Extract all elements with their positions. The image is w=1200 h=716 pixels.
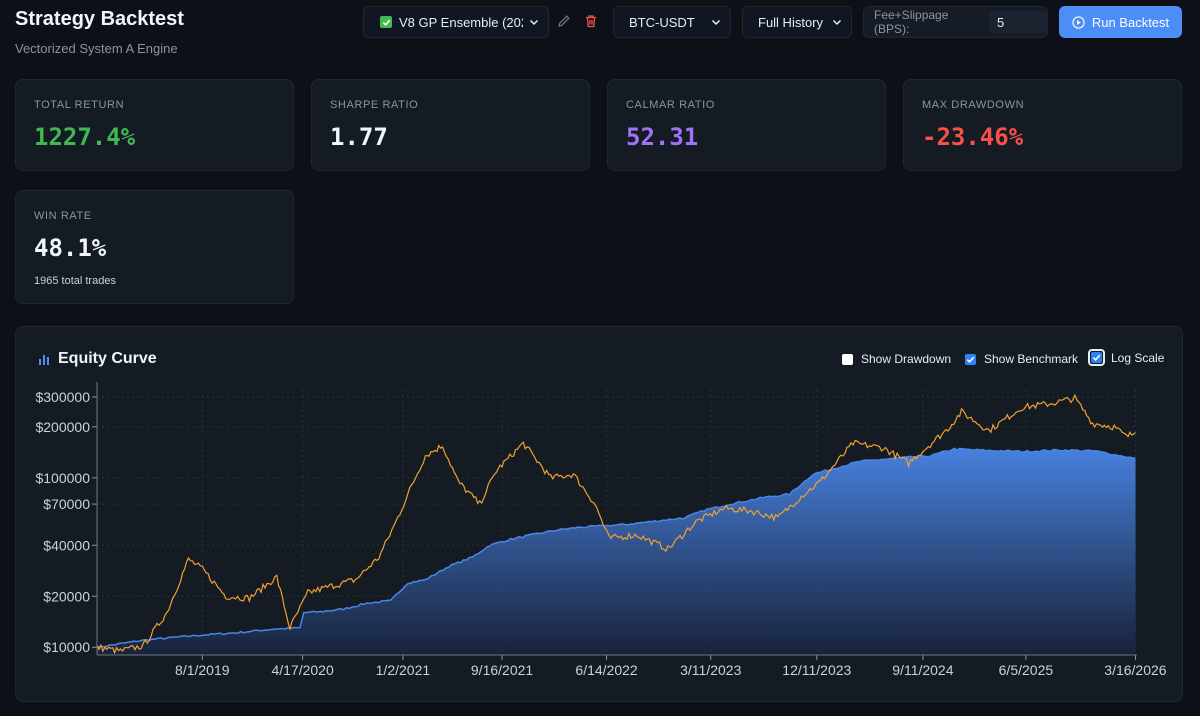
trash-icon[interactable] <box>583 13 599 29</box>
stat-label: MAX DRAWDOWN <box>922 99 1025 111</box>
chevron-down-icon <box>529 19 539 26</box>
checkbox-checked-icon <box>965 353 976 365</box>
stat-card-calmar-ratio: CALMAR RATIO 52.31 <box>607 79 886 171</box>
strategy-equity-line <box>96 447 1136 649</box>
pair-select[interactable]: BTC-USDT <box>613 6 731 38</box>
run-backtest-button[interactable]: Run Backtest <box>1059 6 1182 38</box>
x-tick-label: 9/16/2021 <box>471 662 533 678</box>
x-tick-label: 6/14/2022 <box>575 662 637 678</box>
fee-slippage-label: Fee+Slippage (BPS): <box>874 8 949 36</box>
x-tick-label: 9/11/2024 <box>892 662 953 678</box>
x-tick-label: 4/17/2020 <box>271 662 333 678</box>
y-tick-label: $300000 <box>35 389 90 405</box>
x-tick-label: 1/2/2021 <box>376 662 431 678</box>
stat-label: WIN RATE <box>34 210 92 222</box>
y-tick-label: $20000 <box>43 588 90 604</box>
equity-chart: $10000 $20000 $40000 $70000 $100000 $200000 $3… <box>35 382 1167 678</box>
check-icon <box>380 16 392 28</box>
x-tick-label: 3/11/2023 <box>680 662 741 678</box>
page-title: Strategy Backtest <box>15 8 184 30</box>
edit-icon[interactable] <box>556 13 572 29</box>
history-select-value: Full History <box>758 14 824 30</box>
checkbox-checked-icon <box>1091 352 1102 363</box>
stat-card-win-rate: WIN RATE 48.1% 1965 total trades <box>15 190 294 304</box>
toggle-show-drawdown[interactable]: Show Drawdown <box>842 352 951 366</box>
stat-card-max-drawdown: MAX DRAWDOWN -23.46% <box>903 79 1182 171</box>
toggle-label: Show Benchmark <box>984 352 1079 366</box>
toggle-show-benchmark[interactable]: Show Benchmark <box>965 352 1078 366</box>
chevron-down-icon <box>711 19 721 26</box>
checkbox-unchecked-icon <box>842 353 853 365</box>
strategy-select-value: V8 GP Ensemble (2026 <box>399 14 523 30</box>
benchmark-line <box>96 393 1136 655</box>
stat-value: 48.1% <box>34 234 107 262</box>
chevron-down-icon <box>832 19 842 26</box>
toggle-log-scale[interactable]: Log Scale <box>1088 349 1164 366</box>
play-icon <box>1072 15 1085 29</box>
toggle-label: Show Drawdown <box>861 352 952 366</box>
x-tick-label: 12/11/2023 <box>782 662 851 678</box>
stat-label: TOTAL RETURN <box>34 99 125 111</box>
total-trades: 1965 total trades <box>34 275 116 287</box>
pair-select-value: BTC-USDT <box>629 14 695 30</box>
stat-value: 1227.4% <box>34 123 136 151</box>
x-tick-label: 6/5/2025 <box>999 662 1054 678</box>
y-tick-label: $200000 <box>35 419 90 435</box>
x-tick-label: 3/16/2026 <box>1104 662 1166 678</box>
stat-value: 1.77 <box>330 123 388 151</box>
stat-label: SHARPE RATIO <box>330 99 419 111</box>
y-tick-label: $70000 <box>43 496 90 512</box>
x-tick-label: 8/1/2019 <box>175 662 230 678</box>
y-tick-label: $40000 <box>43 537 90 553</box>
stat-value: 52.31 <box>626 123 699 151</box>
strategy-equity-area <box>97 448 1136 655</box>
y-tick-label: $10000 <box>43 639 90 655</box>
fee-slippage-control: Fee+Slippage (BPS): <box>863 6 1048 38</box>
stat-card-sharpe-ratio: SHARPE RATIO 1.77 <box>311 79 590 171</box>
stat-value: -23.46% <box>922 123 1024 151</box>
stat-card-total-return: TOTAL RETURN 1227.4% <box>15 79 294 171</box>
chart-title: Equity Curve <box>58 350 157 367</box>
bar-chart-icon <box>39 355 49 365</box>
checkbox-focus-ring <box>1088 349 1105 366</box>
page-subtitle: Vectorized System A Engine <box>15 41 178 56</box>
stat-label: CALMAR RATIO <box>626 99 715 111</box>
y-tick-label: $100000 <box>35 470 90 486</box>
strategy-select[interactable]: V8 GP Ensemble (2026 <box>363 6 549 38</box>
equity-curve-panel: Equity Curve Show Drawdown Show Benchmar… <box>15 326 1183 702</box>
history-select[interactable]: Full History <box>742 6 852 38</box>
toggle-label: Log Scale <box>1111 350 1165 365</box>
run-backtest-label: Run Backtest <box>1091 14 1170 30</box>
fee-slippage-input[interactable] <box>989 11 1047 33</box>
